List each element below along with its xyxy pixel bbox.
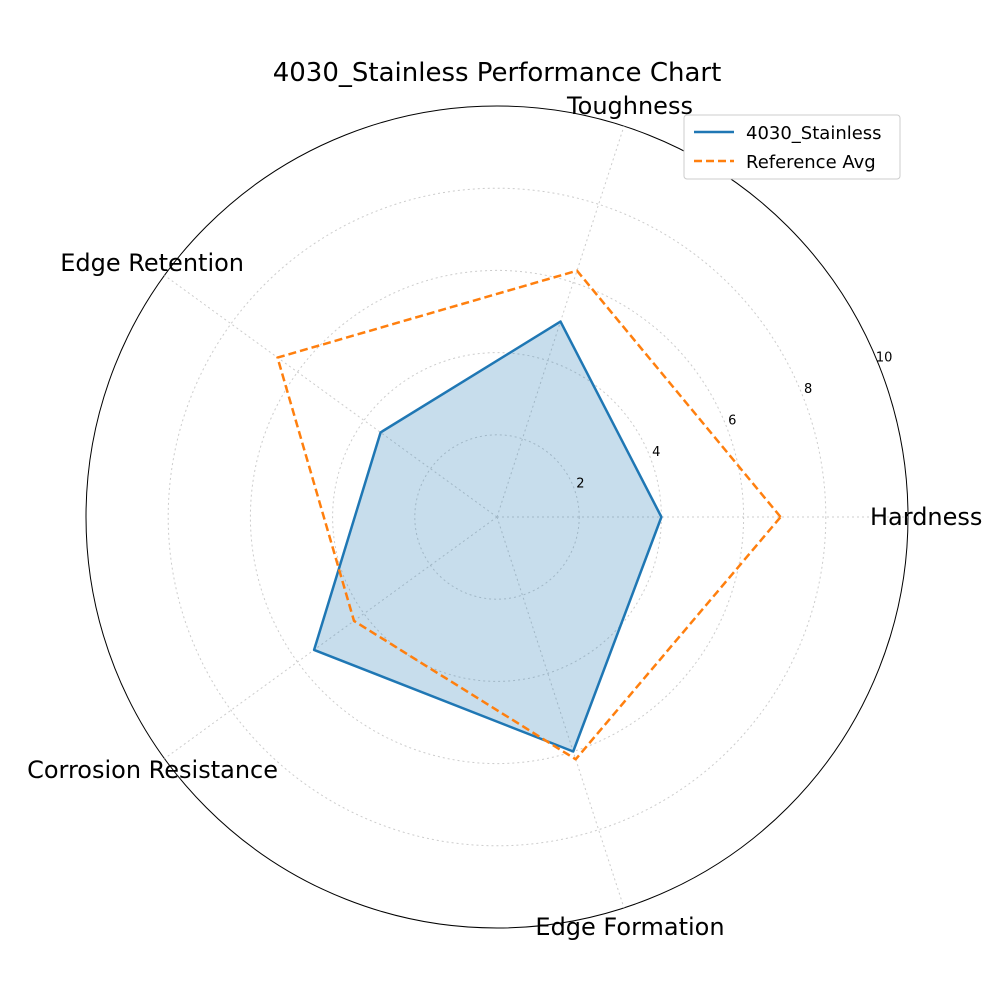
legend-label-reference: Reference Avg — [746, 152, 876, 173]
grid-ring — [167, 187, 827, 847]
series-layer — [276, 269, 782, 761]
spoke — [496, 516, 625, 909]
series-fill — [314, 321, 662, 752]
axis-labels: 2 4 6 8 10 Hardness Toughness Edge Retention Cor… — [27, 92, 982, 941]
series-line-0 — [312, 320, 663, 753]
axis-label: Hardness — [870, 503, 982, 531]
axis-label: Toughness — [566, 92, 693, 120]
spoke — [164, 275, 498, 518]
r-tick-label: 2 — [576, 476, 584, 491]
r-tick-label: 10 — [876, 351, 893, 366]
r-tick-label: 6 — [728, 414, 736, 429]
legend-label-4030: 4030_Stainless — [746, 123, 882, 144]
axis-label: Edge Formation — [535, 913, 724, 941]
axis-label: Edge Retention — [60, 249, 244, 277]
legend-box — [683, 114, 901, 180]
spoke — [164, 516, 498, 759]
r-tick-label: 4 — [652, 445, 660, 460]
chart-title: 4030_Stainless Performance Chart — [273, 58, 722, 88]
series-line-1 — [276, 269, 782, 761]
r-tick-label: 8 — [804, 382, 812, 397]
legend: 4030_Stainless Reference Avg — [683, 114, 901, 180]
grid-ring — [414, 434, 580, 600]
axis-label: Corrosion Resistance — [27, 756, 278, 784]
